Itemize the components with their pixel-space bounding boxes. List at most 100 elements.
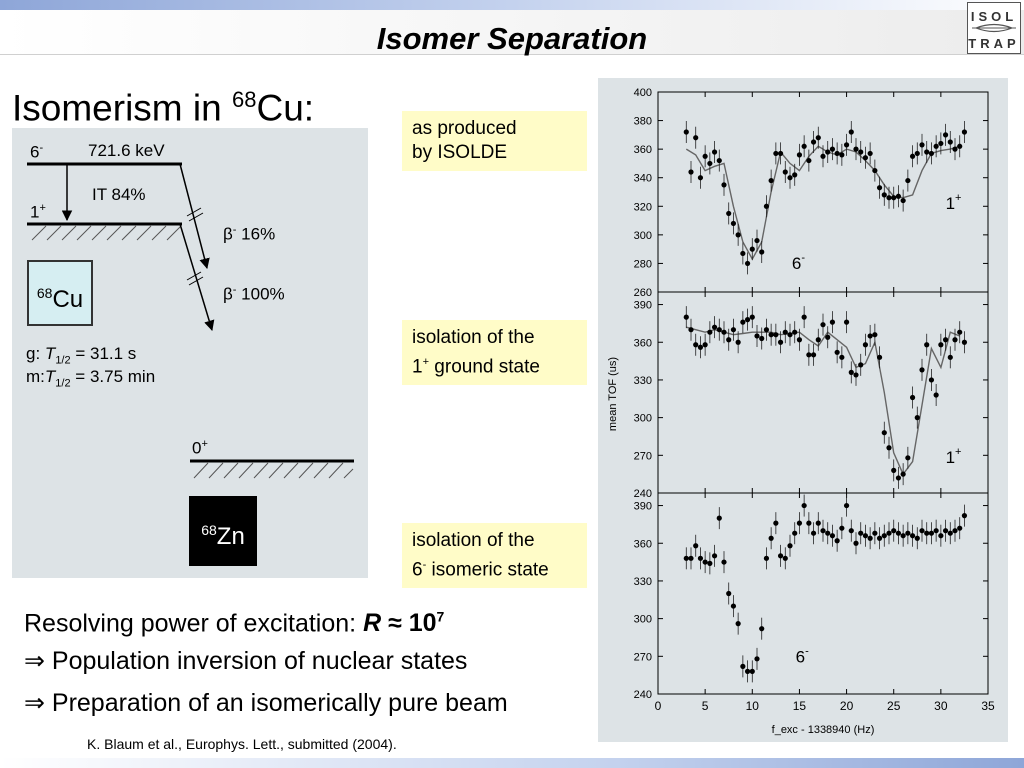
pure-beam-line: ⇒ Preparation of an isomerically pure be… <box>24 688 508 718</box>
note-ground-state: isolation of the 1+ ground state <box>402 320 587 386</box>
y-tick-label: 400 <box>634 87 652 99</box>
note-line: isolation of the <box>412 530 535 551</box>
data-point <box>810 352 817 358</box>
reference-citation: K. Blaum et al., Europhys. Lett., submit… <box>87 736 397 752</box>
y-tick-label: 280 <box>634 258 652 270</box>
level-scheme-panel: 6- 721.6 keV IT 84% 1+ β- 16% β- 100% 68… <box>12 128 368 578</box>
data-point <box>862 155 869 161</box>
data-point <box>707 560 713 566</box>
data-point <box>796 152 803 158</box>
data-point <box>721 329 727 335</box>
data-point <box>886 530 892 536</box>
data-point <box>773 150 779 157</box>
beta-100-value: 100% <box>236 284 285 304</box>
logo-line-2: TRAP <box>968 36 1020 51</box>
resolving-power-line: Resolving power of excitation: R ≈ 107 <box>24 602 444 638</box>
data-point <box>947 139 953 145</box>
data-point <box>942 528 949 534</box>
data-point <box>928 530 935 536</box>
data-point <box>754 333 760 339</box>
cu-mass: 68 <box>36 285 53 301</box>
data-point <box>839 525 845 531</box>
note-parity: + <box>422 356 430 368</box>
m-prefix: m: <box>26 367 45 386</box>
data-point <box>933 392 939 398</box>
it-branch-label: IT 84% <box>92 185 146 204</box>
isoltrap-logo: ISOL TRAP <box>967 2 1021 54</box>
data-point <box>711 553 718 559</box>
data-point <box>768 177 774 184</box>
data-point <box>726 210 732 217</box>
heading-element: Cu: <box>256 87 315 129</box>
m-half-life: m:T1/2 = 3.75 min <box>26 367 155 389</box>
y-tick-label: 330 <box>634 576 652 588</box>
data-point <box>763 555 770 561</box>
beta-16-label: β- 16% <box>223 224 275 245</box>
g-half-life-value: = 31.1 s <box>70 344 137 363</box>
data-point <box>942 337 949 343</box>
beta-16-value: 16% <box>236 224 276 244</box>
y-tick-label: 340 <box>634 173 652 185</box>
data-point <box>924 149 930 155</box>
y-tick-label: 360 <box>634 144 652 156</box>
data-point <box>740 250 746 257</box>
data-point <box>806 157 812 164</box>
data-point <box>697 555 704 561</box>
panel-frame <box>657 91 989 293</box>
y-tick-label: 260 <box>634 287 652 299</box>
data-point <box>848 129 854 135</box>
page-heading: Isomerism in 68Cu: <box>12 78 314 130</box>
data-point <box>820 528 826 534</box>
data-point <box>782 169 788 175</box>
data-point <box>933 528 939 534</box>
data-point <box>919 528 925 534</box>
data-point <box>909 533 916 539</box>
logo-trap-icon <box>972 23 1016 33</box>
data-point <box>834 538 840 544</box>
data-point <box>688 555 694 561</box>
data-point <box>735 621 741 627</box>
data-point <box>843 319 850 325</box>
level-0-label: 0+ <box>192 438 208 459</box>
data-point <box>957 143 963 149</box>
top-gradient-bar <box>0 0 1024 10</box>
data-point <box>905 177 911 184</box>
data-point <box>749 246 755 252</box>
resolving-text: Resolving power of excitation: <box>24 609 364 638</box>
y-tick-label: 270 <box>634 450 652 462</box>
data-point <box>697 175 704 181</box>
data-point <box>825 149 831 155</box>
half-life-symbol: T <box>44 367 56 386</box>
note-line: by ISOLDE <box>412 142 508 163</box>
data-point <box>810 530 817 536</box>
data-point <box>777 553 784 559</box>
data-point <box>683 555 689 561</box>
data-point <box>702 559 708 565</box>
data-point <box>834 150 840 157</box>
note-line: 1+ ground state <box>412 350 577 379</box>
data-point <box>782 329 788 335</box>
data-point <box>688 327 694 333</box>
data-point <box>876 185 883 191</box>
data-point <box>815 135 821 141</box>
data-point <box>881 430 887 436</box>
data-point <box>858 530 864 536</box>
data-point <box>702 342 708 348</box>
tof-spectra-chart: 2602803003203403603804001+6-240270300330… <box>607 87 995 736</box>
data-point <box>891 195 897 201</box>
y-tick-label: 270 <box>634 651 652 663</box>
data-point <box>730 603 737 609</box>
data-point <box>829 319 836 325</box>
title-bar: Isomer Separation <box>0 10 1024 56</box>
level-6-parity: - <box>39 142 44 154</box>
beta-symbol: β <box>223 284 233 304</box>
zn-mass: 68 <box>201 522 217 538</box>
data-point <box>697 344 704 350</box>
data-point <box>858 362 864 368</box>
tof-spectra-panel: 260 280 300 320 340 360 380 400 1+ 6- 240 270 300 330… <box>598 78 1008 742</box>
data-point <box>862 533 869 539</box>
note-line: as produced <box>412 118 517 139</box>
data-point <box>905 455 911 461</box>
data-point <box>858 149 864 155</box>
data-point <box>891 467 897 473</box>
